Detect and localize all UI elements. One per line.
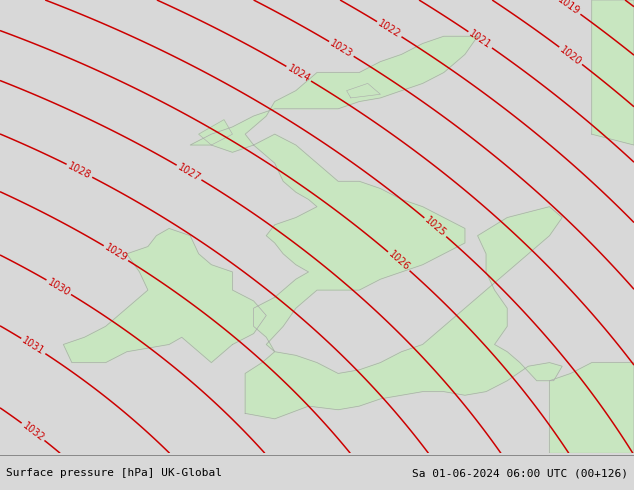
Text: 1021: 1021 [467,29,493,51]
Text: 1020: 1020 [558,44,583,67]
Text: 1031: 1031 [20,335,46,357]
Text: 1029: 1029 [103,243,129,264]
Polygon shape [347,83,380,98]
Polygon shape [550,363,634,453]
Text: 1025: 1025 [0,489,1,490]
Text: 1028: 1028 [0,489,1,490]
Text: Surface pressure [hPa] UK-Global: Surface pressure [hPa] UK-Global [6,468,223,478]
Text: 1025: 1025 [423,216,448,239]
Polygon shape [592,0,634,145]
Text: 1023: 1023 [0,489,1,490]
Text: 1024: 1024 [0,489,1,490]
Text: 1022: 1022 [0,489,1,490]
Polygon shape [198,120,233,145]
Text: 1027: 1027 [176,162,202,183]
Text: 1031: 1031 [0,489,1,490]
Text: 1020: 1020 [0,489,1,490]
Text: 1024: 1024 [285,63,312,84]
Polygon shape [190,36,562,419]
Text: Sa 01-06-2024 06:00 UTC (00+126): Sa 01-06-2024 06:00 UTC (00+126) [411,468,628,478]
Text: 1026: 1026 [0,489,1,490]
Text: 1023: 1023 [328,38,354,59]
Text: 1030: 1030 [0,489,1,490]
Text: 1019: 1019 [556,0,582,17]
Text: 1028: 1028 [66,161,93,181]
Text: 1032: 1032 [0,489,1,490]
Text: 1022: 1022 [376,18,403,40]
Text: 1029: 1029 [0,489,1,490]
Text: 1027: 1027 [0,489,1,490]
Text: 1019: 1019 [0,489,1,490]
Text: 1026: 1026 [386,249,411,273]
Text: 1032: 1032 [20,420,46,443]
Polygon shape [63,228,266,363]
Text: 1021: 1021 [0,489,1,490]
Text: 1030: 1030 [46,277,72,298]
